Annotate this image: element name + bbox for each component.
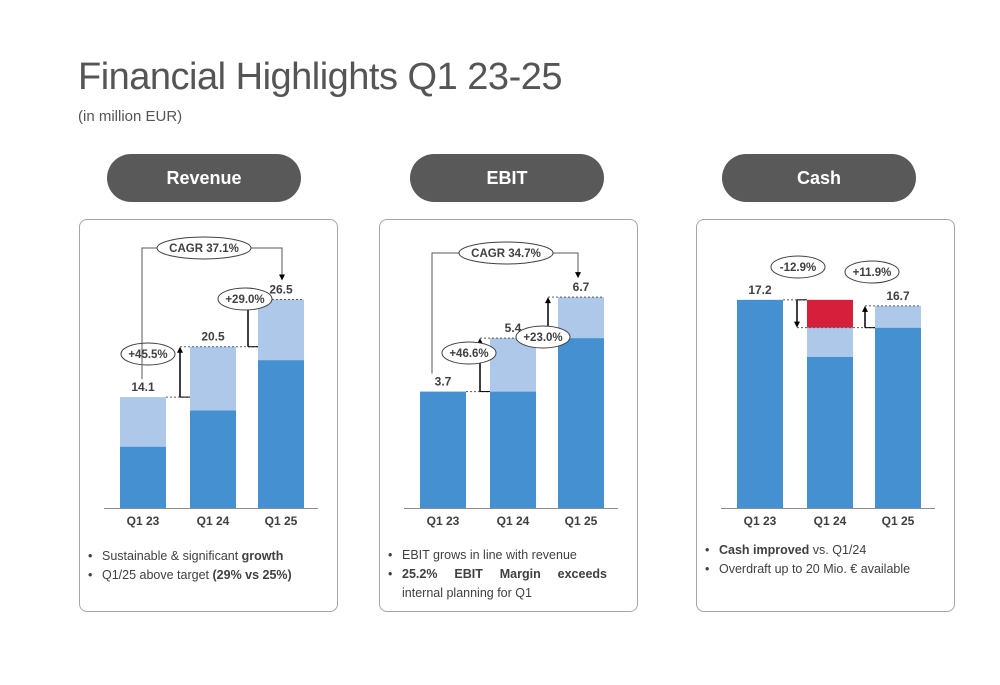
cagr-bubble — [156, 236, 252, 260]
bullet-bold-text: (29% vs 25%) — [212, 568, 292, 582]
bar-base-segment — [120, 446, 166, 508]
change-bubble — [770, 255, 826, 279]
bullet-text: EBIT grows in line with revenue — [402, 548, 577, 562]
cash-header-pill: Cash — [722, 154, 916, 202]
x-tick-label: Q1 25 — [265, 514, 298, 528]
bar-base-segment — [490, 391, 536, 508]
bar-light-segment — [807, 327, 853, 357]
x-tick-label: Q1 23 — [127, 514, 160, 528]
cagr-label: CAGR 34.7% — [471, 248, 541, 260]
bar-value-label: 20.5 — [201, 330, 225, 344]
bullet-text: Overdraft up to 20 Mio. € available — [719, 562, 911, 576]
bar-value-label: 14.1 — [131, 380, 155, 394]
ebit-bullets: EBIT grows in line with revenue 25.2% EBI… — [380, 546, 637, 603]
change-label: +23.0% — [523, 332, 562, 344]
change-label: +11.9% — [853, 267, 892, 279]
change-arrow-head — [545, 297, 551, 304]
bar-value-label: 3.7 — [435, 375, 452, 389]
bar-light-segment — [875, 305, 921, 328]
bar-base-segment — [875, 327, 921, 508]
change-arrow-head — [177, 346, 183, 353]
bullet-bold-text: Cash improved — [719, 543, 810, 557]
bullet-item: 25.2% EBIT Margin exceeds internal plann… — [380, 565, 637, 603]
ebit-panel: 3.7 Q1 23 5.4 Q1 24 6.7 Q1 25 +46.6% +23.0% CAGR… — [379, 219, 638, 612]
change-arrow-head — [794, 321, 800, 328]
cagr-bubble — [458, 241, 554, 265]
change-bubble — [120, 342, 176, 366]
ebit-chart: 3.7 Q1 23 5.4 Q1 24 6.7 Q1 25 +46.6% +23.0% CAGR… — [404, 241, 618, 528]
x-tick-label: Q1 23 — [744, 514, 777, 528]
bullet-text: internal planning for Q1 — [402, 586, 532, 600]
bullet-item: Cash improved vs. Q1/24 — [697, 541, 954, 560]
cagr-label: CAGR 37.1% — [169, 243, 239, 255]
bar-decline-segment — [807, 299, 853, 328]
bullet-text: Sustainable & significant — [102, 549, 242, 563]
bar-base-segment — [420, 391, 466, 508]
bullet-item: Q1/25 above target (29% vs 25%) — [80, 566, 337, 585]
cagr-arrow-head — [575, 272, 581, 279]
x-tick-label: Q1 24 — [197, 514, 230, 528]
bar-light-segment — [190, 346, 236, 411]
cash-bullets: Cash improved vs. Q1/24 Overdraft up to 2… — [697, 541, 954, 579]
change-arrow-head — [862, 305, 868, 312]
page-subtitle: (in million EUR) — [78, 108, 183, 125]
change-label: +45.5% — [128, 349, 167, 361]
bar-base-segment — [190, 410, 236, 508]
change-label: +29.0% — [225, 294, 264, 306]
bar-value-label: 26.5 — [269, 283, 293, 297]
bar-light-segment — [490, 338, 536, 392]
revenue-bullets: Sustainable & significant growthQ1/25 ab… — [80, 547, 337, 585]
change-bubble — [515, 325, 571, 349]
bullet-item: Overdraft up to 20 Mio. € available — [697, 560, 954, 579]
revenue-panel: 14.1 Q1 23 20.5 Q1 24 26.5 Q1 25 +45.5% +29.0% C… — [79, 219, 338, 612]
change-bubble — [217, 287, 273, 311]
bar-value-label: 6.7 — [573, 280, 590, 294]
x-tick-label: Q1 25 — [882, 514, 915, 528]
x-tick-label: Q1 24 — [814, 514, 847, 528]
x-tick-label: Q1 24 — [497, 514, 530, 528]
bar-base-segment — [737, 299, 783, 508]
x-tick-label: Q1 23 — [427, 514, 460, 528]
revenue-chart: 14.1 Q1 23 20.5 Q1 24 26.5 Q1 25 +45.5% +29.0% C… — [104, 236, 318, 528]
bar-base-segment — [807, 356, 853, 508]
x-tick-label: Q1 25 — [565, 514, 598, 528]
bar-base-segment — [258, 360, 304, 508]
bullet-text: vs. Q1/24 — [809, 543, 867, 557]
bar-value-label: 16.7 — [886, 289, 910, 303]
change-label: +46.6% — [449, 348, 488, 360]
bar-light-segment — [120, 397, 166, 447]
revenue-header-pill: Revenue — [107, 154, 301, 202]
bullet-text: Q1/25 above target — [102, 568, 213, 582]
bar-value-label: 5.4 — [505, 321, 522, 335]
cagr-arrow-head — [279, 274, 285, 281]
bullet-item: EBIT grows in line with revenue — [380, 546, 637, 565]
change-label: -12.9% — [780, 262, 816, 274]
bullet-item: Sustainable & significant growth — [80, 547, 337, 566]
bar-light-segment — [258, 299, 304, 361]
change-bubble — [441, 341, 497, 365]
bar-value-label: 17.2 — [748, 283, 772, 297]
ebit-header-pill: EBIT — [410, 154, 604, 202]
bar-base-segment — [558, 338, 604, 508]
bullet-bold-text: growth — [241, 549, 284, 563]
page-title: Financial Highlights Q1 23-25 — [78, 56, 563, 98]
bullet-bold-text: 25.2% EBIT Margin exceeds — [402, 567, 607, 581]
change-bubble — [844, 260, 900, 284]
